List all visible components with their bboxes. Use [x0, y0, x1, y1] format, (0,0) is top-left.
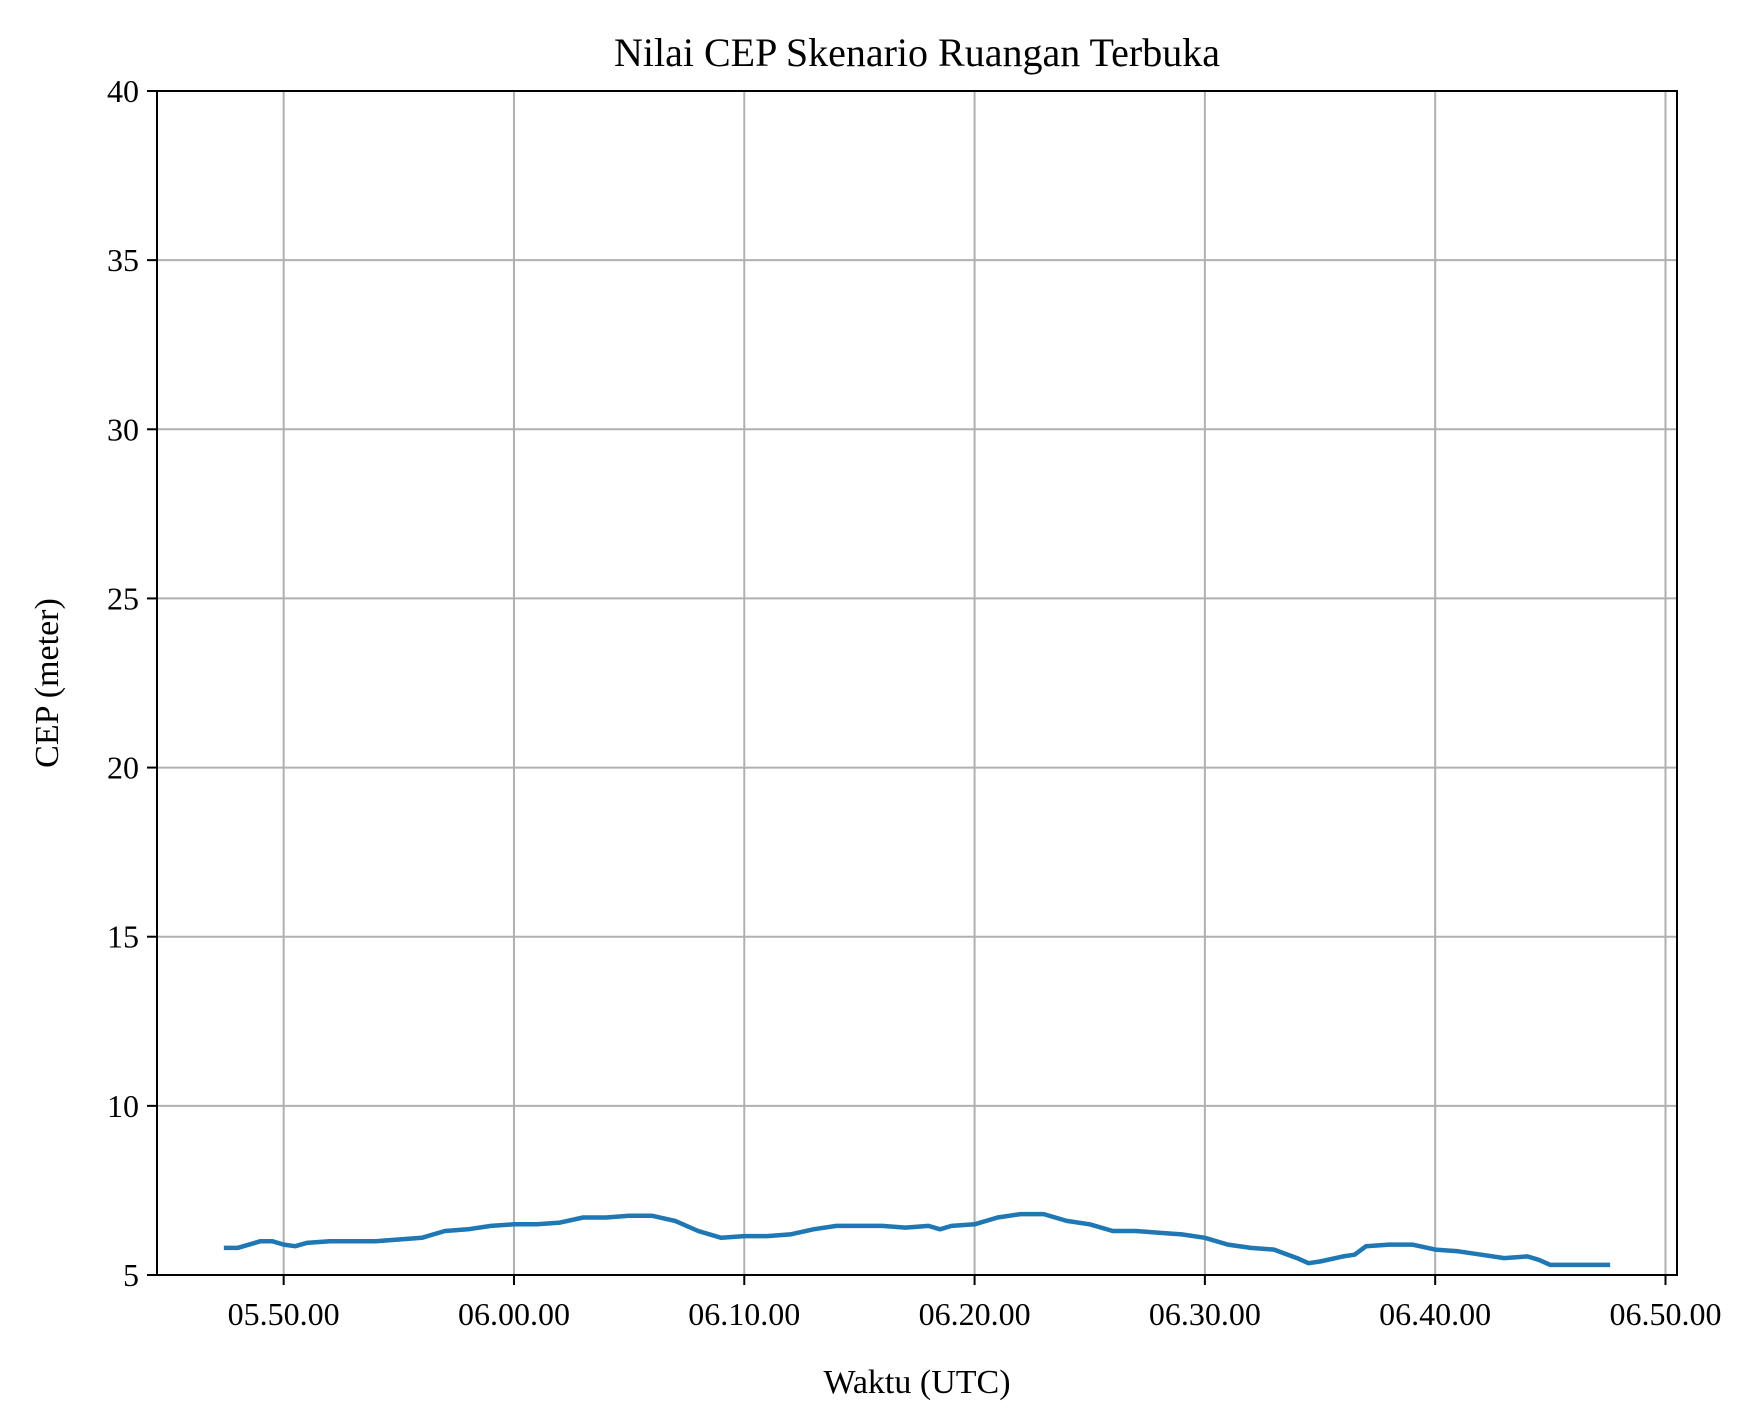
plot-frame: [156, 90, 1678, 1276]
y-tick-label: 30: [107, 411, 139, 447]
x-axis-label: Waktu (UTC): [823, 1364, 1010, 1401]
x-tick-label: 06.30.00: [1149, 1296, 1261, 1332]
x-tick-label: 06.40.00: [1379, 1296, 1491, 1332]
x-tick-label: 05.50.00: [228, 1296, 340, 1332]
x-tick-label: 06.00.00: [458, 1296, 570, 1332]
y-tick-label: 20: [107, 750, 139, 786]
chart-title: Nilai CEP Skenario Ruangan Terbuka: [614, 30, 1220, 75]
y-tick-label: 10: [107, 1088, 139, 1124]
y-tick-label: 15: [107, 919, 139, 955]
cep-series-line: [223, 1211, 1611, 1268]
y-axis-label: CEP (meter): [29, 598, 66, 768]
x-tick-label: 06.20.00: [919, 1296, 1031, 1332]
y-tick-label: 40: [107, 73, 139, 109]
y-tick-label: 5: [123, 1257, 139, 1293]
x-tick-label: 06.50.00: [1609, 1296, 1721, 1332]
y-tick-label: 35: [107, 242, 139, 278]
plot-background: [157, 91, 1677, 1275]
series-layer: [223, 1211, 1611, 1268]
y-tick-label: 25: [107, 580, 139, 616]
x-tick-label: 06.10.00: [688, 1296, 800, 1332]
tick-layer: 05.50.00 06.00.00 06.10.00 06.20.00 06.30.00…: [107, 73, 1721, 1332]
grid-lines: [157, 90, 1677, 1276]
